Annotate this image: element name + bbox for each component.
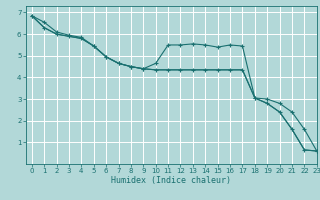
X-axis label: Humidex (Indice chaleur): Humidex (Indice chaleur) — [111, 176, 231, 185]
